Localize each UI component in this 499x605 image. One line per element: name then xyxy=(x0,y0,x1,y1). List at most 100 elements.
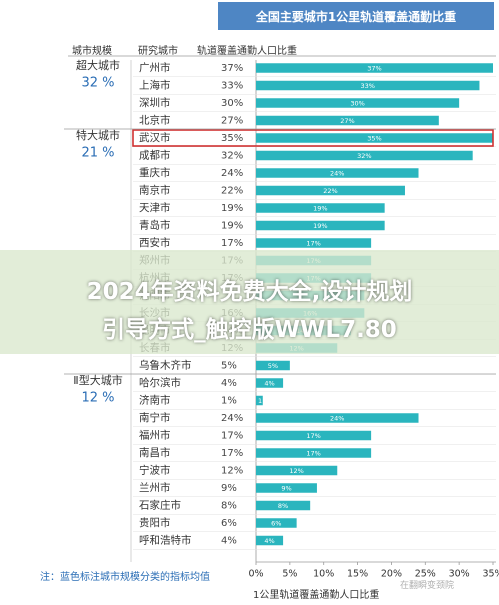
city-label: 成都市 xyxy=(139,149,171,162)
bar-inner-label: 17% xyxy=(306,450,320,458)
group-label: 特大城市 xyxy=(76,128,120,142)
group-label: 超大城市 xyxy=(76,58,120,72)
bar-inner-label: 4% xyxy=(264,537,274,545)
group-average: 12 % xyxy=(81,391,114,406)
bar-inner-label: 27% xyxy=(340,117,354,125)
city-label: 福州市 xyxy=(139,429,171,442)
bar xyxy=(256,483,317,493)
bar xyxy=(256,535,284,546)
bar-inner-label: 17% xyxy=(306,432,320,440)
x-tick-label: 10% xyxy=(313,569,334,580)
value-label: 5% xyxy=(221,361,237,372)
bar-inner-label: 37% xyxy=(367,65,381,73)
x-tick-label: 20% xyxy=(381,569,402,580)
group-label: Ⅱ型大城市 xyxy=(73,373,122,387)
bar-inner-label: 9% xyxy=(281,485,291,493)
bar xyxy=(256,448,372,458)
group-average: 21 % xyxy=(81,146,114,161)
city-label: 乌鲁木齐市 xyxy=(139,359,192,372)
value-label: 17% xyxy=(221,431,243,442)
value-label: 9% xyxy=(221,483,237,494)
value-label: 33% xyxy=(221,81,243,92)
city-label: 广州市 xyxy=(139,61,171,74)
bar xyxy=(256,465,338,476)
chart-note: 注：蓝色标注城市规模分类的指标均值 xyxy=(40,572,210,583)
bar xyxy=(256,360,290,371)
bar xyxy=(256,518,297,528)
bar-inner-label: 17% xyxy=(306,240,320,248)
bar xyxy=(256,395,263,406)
bar xyxy=(256,220,385,231)
bar-inner-label: 24% xyxy=(330,170,344,178)
city-label: 南昌市 xyxy=(139,446,171,459)
overlay-line-1: 2024年资料免费大全,设计规划 xyxy=(86,279,413,305)
chart-title: 全国主要城市1公里轨道覆盖通勤比重 xyxy=(218,2,494,30)
city-label: 济南市 xyxy=(139,394,171,407)
bar xyxy=(256,168,419,178)
value-label: 27% xyxy=(221,116,243,127)
bar-inner-label: 8% xyxy=(278,502,288,510)
city-label: 青岛市 xyxy=(139,219,171,232)
bar-inner-label: 30% xyxy=(350,100,364,108)
x-tick-label: 0% xyxy=(248,569,263,580)
bar xyxy=(256,133,493,143)
x-tick-label: 30% xyxy=(449,569,470,580)
x-tick-label: 15% xyxy=(347,569,368,580)
city-label: 北京市 xyxy=(139,114,171,127)
value-label: 19% xyxy=(221,203,243,214)
header-share: 轨道覆盖通勤人口比重 xyxy=(197,46,297,57)
x-tick-label: 25% xyxy=(415,569,436,580)
city-label: 南宁市 xyxy=(139,411,171,424)
bar xyxy=(256,185,405,196)
value-label: 4% xyxy=(221,536,237,547)
bar-inner-label: 1 xyxy=(258,397,262,405)
overlay-banner: 2024年资料免费大全,设计规划 引导方式_触控版WWL7.80 xyxy=(0,250,499,354)
bar-inner-label: 33% xyxy=(361,82,375,90)
city-label: 西安市 xyxy=(139,236,171,249)
value-label: 4% xyxy=(221,378,237,389)
value-label: 35% xyxy=(221,133,243,144)
value-label: 22% xyxy=(221,186,243,197)
bar xyxy=(256,413,419,423)
bar xyxy=(256,378,284,388)
bar-inner-label: 35% xyxy=(367,135,381,143)
city-label: 呼和浩特市 xyxy=(139,534,192,547)
x-axis-title: 1公里轨道覆盖通勤人口比重 xyxy=(253,590,380,601)
bar xyxy=(256,150,473,161)
x-tick-label: 35% xyxy=(482,569,499,580)
bar xyxy=(256,115,439,126)
bar xyxy=(256,238,372,248)
bar xyxy=(256,203,385,213)
bar xyxy=(256,500,311,511)
city-label: 深圳市 xyxy=(139,96,171,109)
city-label: 哈尔滨市 xyxy=(139,376,181,389)
city-label: 天津市 xyxy=(139,201,171,214)
bar-inner-label: 22% xyxy=(323,187,337,195)
header-city: 研究城市 xyxy=(138,46,178,57)
value-label: 17% xyxy=(221,448,243,459)
watermark-text: 在翻瞬变颈院 xyxy=(400,581,455,591)
bar-inner-label: 32% xyxy=(357,152,371,160)
value-label: 6% xyxy=(221,518,237,529)
city-label: 贵阳市 xyxy=(139,516,171,529)
city-label: 重庆市 xyxy=(139,166,171,179)
bar-inner-label: 19% xyxy=(313,222,327,230)
bar-inner-label: 4% xyxy=(264,380,274,388)
city-label: 兰州市 xyxy=(139,481,171,494)
group-average: 32 % xyxy=(81,76,114,91)
bar xyxy=(256,63,493,73)
x-tick-label: 5% xyxy=(282,569,297,580)
value-label: 12% xyxy=(221,466,243,477)
value-label: 24% xyxy=(221,413,243,424)
value-label: 17% xyxy=(221,238,243,249)
bar-inner-label: 19% xyxy=(313,205,327,213)
overlay-line-2: 引导方式_触控版WWL7.80 xyxy=(102,317,397,343)
city-label: 南京市 xyxy=(139,184,171,197)
value-label: 1% xyxy=(221,396,237,407)
bar-inner-label: 24% xyxy=(330,415,344,423)
value-label: 8% xyxy=(221,501,237,512)
bar-inner-label: 5% xyxy=(268,362,278,370)
city-label: 石家庄市 xyxy=(139,499,181,512)
